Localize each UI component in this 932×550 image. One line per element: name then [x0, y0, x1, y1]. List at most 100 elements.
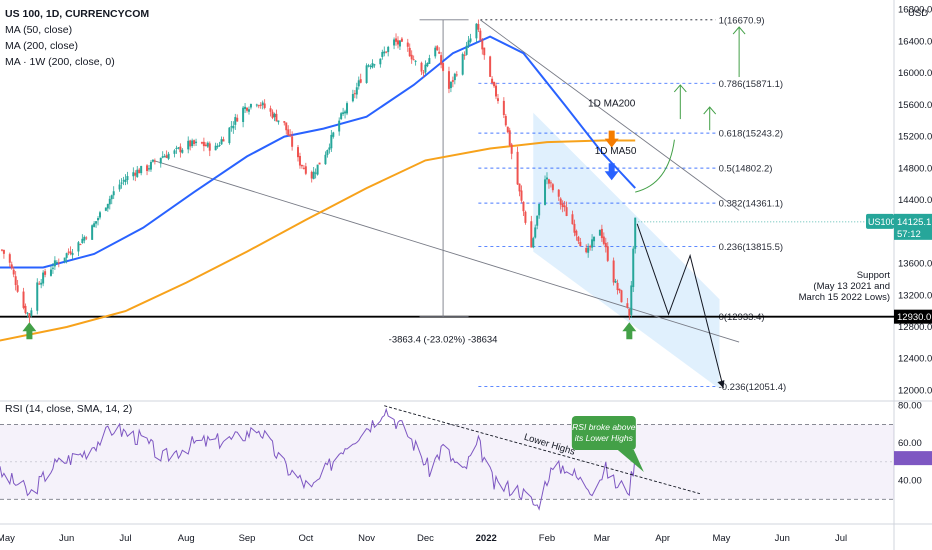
candle-body	[261, 102, 264, 106]
candle-body	[273, 113, 276, 118]
price-tick-label: 13200.0	[898, 290, 932, 301]
candle-body	[159, 157, 162, 164]
last-price-label: 14125.1	[897, 217, 931, 228]
candle-body	[124, 179, 127, 183]
candle-body	[573, 223, 576, 233]
candle-body	[269, 108, 272, 112]
time-tick-label: Sep	[239, 533, 256, 544]
projections	[636, 223, 725, 389]
candle-body	[587, 247, 590, 253]
candle-body	[634, 217, 637, 249]
candle-body	[216, 145, 219, 148]
candle-body	[218, 145, 221, 147]
candle-body	[412, 59, 415, 61]
candle-body	[544, 179, 547, 205]
candle-body	[612, 260, 615, 283]
candle-body	[618, 288, 621, 291]
candle-body	[530, 221, 533, 248]
candle-body	[577, 236, 580, 242]
time-tick-label: May	[712, 533, 730, 544]
support-annotation: March 15 2022 Lows)	[799, 292, 890, 303]
candle-body	[173, 150, 176, 154]
candle-body	[408, 47, 411, 57]
candle-body	[200, 142, 203, 144]
candle-body	[351, 94, 354, 102]
candle-body	[85, 237, 88, 239]
channel	[533, 112, 720, 389]
candle-body	[77, 242, 80, 252]
candle-body	[97, 218, 100, 221]
price-tick-label: 15200.0	[898, 132, 932, 143]
candle-body	[502, 100, 505, 116]
candle-body	[477, 24, 480, 30]
candle-body	[365, 65, 368, 83]
candle-body	[563, 205, 566, 208]
candle-body	[222, 139, 225, 142]
time-tick-label: Feb	[539, 533, 555, 544]
candle-body	[620, 290, 623, 303]
candle-body	[106, 203, 109, 209]
rsi-tick-label: 80.00	[898, 401, 922, 412]
candle-body	[410, 54, 413, 60]
candle-body	[532, 238, 535, 248]
candle-body	[338, 120, 341, 132]
candle-body	[249, 103, 252, 108]
support-price-tag	[894, 309, 932, 324]
ma50-line	[0, 35, 636, 269]
candle-body	[359, 79, 362, 83]
candle-body	[291, 136, 294, 147]
candle-body	[491, 78, 494, 83]
axes: 16800.0 16400.0 16000.0 15600.0 15200.0 14800…	[0, 5, 932, 544]
candle-body	[442, 63, 445, 71]
candle-body	[134, 172, 137, 176]
candle-body	[355, 87, 358, 95]
candle-body	[571, 214, 574, 225]
candle-body	[451, 80, 454, 82]
candle-body	[524, 211, 527, 223]
candle-body	[236, 117, 239, 122]
candle-body	[187, 140, 190, 150]
time-tick-label: Dec	[417, 533, 434, 544]
last-price-tag	[894, 213, 932, 240]
time-tick-label: Aug	[178, 533, 195, 544]
candles	[0, 19, 637, 323]
upper-trend-line	[480, 19, 740, 211]
candle-body	[30, 310, 33, 317]
candle-body	[202, 141, 205, 147]
fib-level-label: 0.786(15871.1)	[719, 79, 783, 90]
candle-body	[244, 106, 247, 110]
moving-averages	[0, 35, 636, 342]
support-price-label: 12930.0	[897, 312, 931, 323]
candle-body	[565, 207, 568, 216]
candle-body	[369, 65, 372, 67]
fib-level-label: 0.382(14361.1)	[719, 199, 783, 210]
candle-body	[283, 121, 286, 123]
candle-body	[447, 71, 450, 89]
candle-body	[520, 190, 523, 201]
candle-body	[326, 150, 329, 155]
candle-body	[38, 283, 41, 285]
candle-body	[40, 282, 43, 285]
candle-body	[400, 38, 403, 42]
price-tick-label: 12800.0	[898, 322, 932, 333]
candle-body	[136, 169, 139, 177]
candle-body	[177, 147, 180, 149]
candle-body	[469, 38, 472, 42]
candle-body	[353, 93, 356, 95]
candle-body	[81, 238, 84, 243]
candle-body	[146, 165, 149, 172]
target-arrow-2-head	[673, 84, 687, 93]
candle-body	[545, 177, 548, 180]
candle-body	[257, 105, 260, 107]
candle-body	[167, 153, 170, 159]
candle-body	[393, 39, 396, 46]
time-tick-label: May	[0, 533, 15, 544]
rsi-bubble-text: RSI broke above	[572, 422, 636, 432]
ma200-line	[0, 139, 636, 342]
candle-body	[367, 65, 370, 67]
candle-body	[228, 127, 231, 144]
ma200-annotation: 1D MA200	[588, 98, 636, 109]
candle-body	[575, 230, 578, 236]
candle-body	[140, 165, 143, 174]
candle-body	[318, 162, 321, 165]
